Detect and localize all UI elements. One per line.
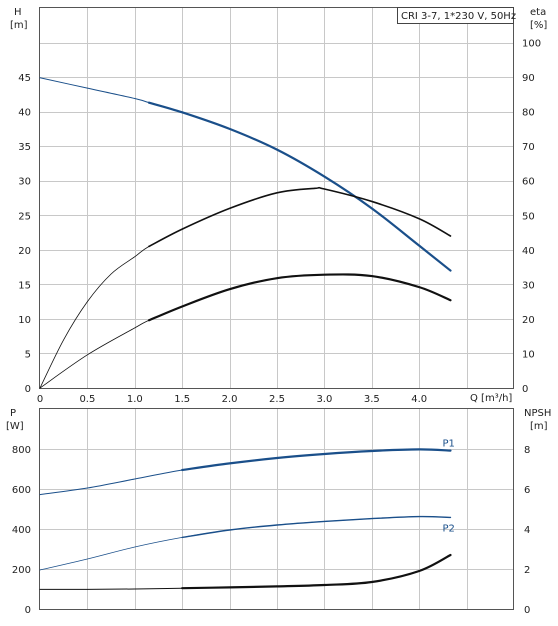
bottom-left-tick-label: 600 [12, 485, 31, 496]
top-eta-2-operating-range [147, 273, 452, 322]
bottom-npsh-curve [39, 554, 451, 590]
bottom-right-axis-title-line1: NPSH [524, 408, 551, 419]
bottom-right-tick-label: 2 [524, 565, 530, 576]
top-left-tick-label: 5 [25, 349, 31, 360]
bottom-p1-operating-range [181, 448, 452, 472]
x-tick-label: 2.5 [269, 394, 285, 405]
top-panel-frame [39, 7, 514, 389]
bottom-p2-operating-range [181, 515, 452, 539]
tick-labels: 0 0.5 1.0 1.5 2.0 2.5 3.0 3.5 4.0051015202530354… [12, 39, 541, 616]
top-right-axis-title-line2: [%] [530, 20, 547, 31]
x-tick-label: 0.5 [79, 394, 95, 405]
bottom-right-axis-title-line2: [m] [530, 421, 548, 432]
bottom-left-tick-label: 400 [12, 525, 31, 536]
bottom-npsh-operating-range [181, 553, 452, 590]
bottom-right-tick-label: 4 [524, 525, 530, 536]
top-left-tick-label: 35 [18, 142, 31, 153]
top-right-tick-label: 10 [522, 349, 535, 360]
x-tick-label: 4.0 [411, 394, 427, 405]
top-right-tick-label: 30 [522, 280, 535, 291]
top-left-tick-label: 0 [25, 384, 31, 395]
top-left-tick-label: 30 [18, 177, 31, 188]
bottom-right-tick-label: 0 [524, 605, 530, 616]
top-right-tick-label: 50 [522, 211, 535, 222]
top-eta-curve [39, 187, 451, 389]
legend: CRI 3-7, 1*230 V, 50Hz [397, 7, 516, 24]
bottom-p1-curve [39, 448, 451, 496]
top-h-curve [39, 77, 451, 272]
legend-text: CRI 3-7, 1*230 V, 50Hz [401, 11, 516, 22]
bottom-p2-curve [39, 516, 451, 571]
top-right-tick-label: 80 [522, 108, 535, 119]
top-eta-2-curve [39, 274, 451, 389]
top-left-tick-label: 25 [18, 211, 31, 222]
series-label-p2: P2 [442, 523, 454, 534]
x-tick-label: 0 [37, 394, 43, 405]
top-right-tick-label: 90 [522, 73, 535, 84]
bottom-left-axis-title-line1: P [10, 408, 16, 419]
bottom-left-tick-label: 0 [25, 605, 31, 616]
bottom-panel-grid [40, 409, 514, 609]
top-left-tick-label: 45 [18, 73, 31, 84]
curves: P1 P2 [39, 77, 455, 590]
top-left-tick-label: 15 [18, 280, 31, 291]
bottom-left-axis-title-line2: [W] [6, 421, 24, 432]
top-right-tick-label: 20 [522, 315, 535, 326]
top-right-tick-label: 0 [522, 384, 528, 395]
x-axis-title: Q [m³/h] [470, 393, 512, 404]
top-left-tick-label: 20 [18, 246, 31, 257]
x-tick-label: 1.5 [174, 394, 190, 405]
top-right-tick-label: 100 [522, 39, 541, 50]
bottom-panel-frame [39, 408, 514, 610]
top-panel-grid [40, 8, 514, 388]
series-label-p1: P1 [442, 439, 454, 450]
top-right-tick-label: 40 [522, 246, 535, 257]
x-tick-label: 3.0 [316, 394, 332, 405]
top-left-axis-title-line1: H [14, 7, 22, 18]
top-right-tick-label: 70 [522, 142, 535, 153]
top-left-tick-label: 10 [18, 315, 31, 326]
x-tick-label: 3.5 [364, 394, 380, 405]
top-right-tick-label: 60 [522, 177, 535, 188]
top-right-axis-title-line1: eta [530, 7, 546, 18]
top-h-operating-range [147, 101, 452, 272]
top-left-axis-title-line2: [m] [10, 20, 28, 31]
bottom-left-tick-label: 200 [12, 565, 31, 576]
x-tick-label: 2.0 [222, 394, 238, 405]
bottom-right-tick-label: 8 [524, 445, 530, 456]
bottom-right-tick-label: 6 [524, 485, 530, 496]
top-eta-operating-range [148, 186, 452, 248]
top-left-tick-label: 40 [18, 108, 31, 119]
x-tick-label: 1.0 [127, 394, 143, 405]
legend-box [397, 7, 514, 24]
bottom-left-tick-label: 800 [12, 445, 31, 456]
